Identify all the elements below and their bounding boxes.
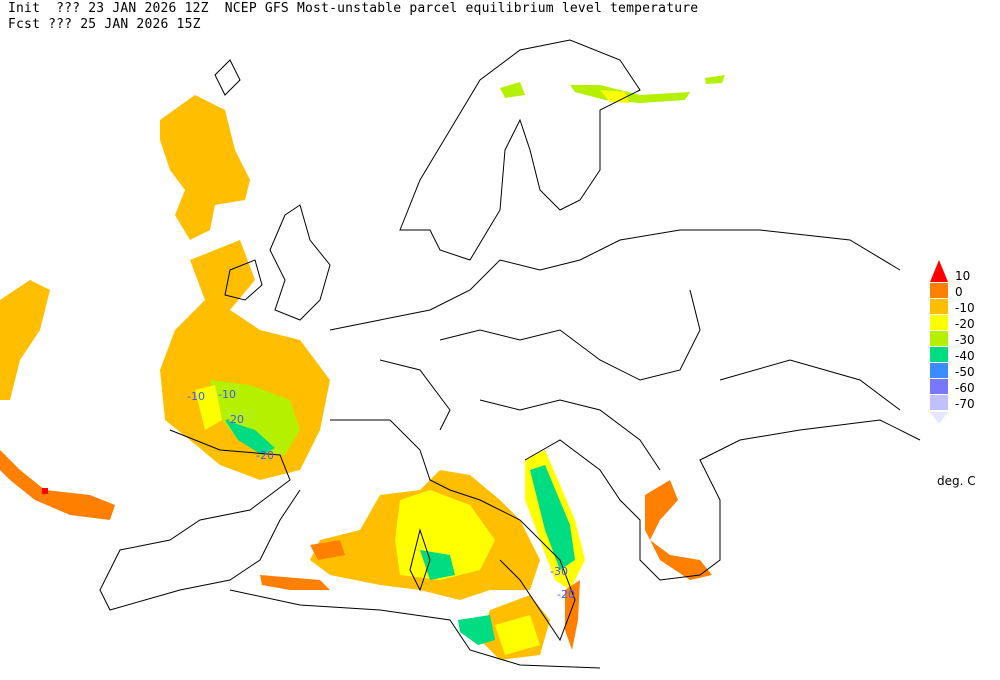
field-aegean xyxy=(645,480,712,580)
field-italy-orange xyxy=(565,580,580,650)
legend-label: -50 xyxy=(955,365,975,379)
field-med-yellow xyxy=(395,490,495,580)
legend-swatch xyxy=(930,363,948,378)
contour-label: -20 xyxy=(226,413,244,426)
legend-label: -60 xyxy=(955,381,975,395)
contour-label: -10 xyxy=(187,390,205,403)
forecast-time: Fcst ??? 25 JAN 2026 15Z xyxy=(8,17,201,32)
color-legend xyxy=(930,260,948,424)
legend-label: 10 xyxy=(955,269,971,283)
contour-label: -20 xyxy=(256,449,274,462)
legend-swatch xyxy=(930,395,948,410)
field-yellow-biscay xyxy=(195,385,222,430)
field-uk-channel xyxy=(210,380,300,455)
field-iberia-orange xyxy=(0,450,115,520)
field-atlantic-north xyxy=(160,95,250,240)
field-libya-yellow xyxy=(495,615,540,655)
legend-label: -70 xyxy=(955,397,975,411)
legend-swatch xyxy=(930,283,948,298)
legend-label: -40 xyxy=(955,349,975,363)
field-west-coast xyxy=(0,280,50,400)
legend-label: -10 xyxy=(955,301,975,315)
field-scandinavia xyxy=(500,75,725,103)
field-adriatic-green xyxy=(530,465,575,570)
legend-swatch xyxy=(930,331,948,346)
legend-swatch xyxy=(930,315,948,330)
legend-arrow-bottom xyxy=(930,412,948,424)
coastlines xyxy=(99,39,921,669)
init-time: Init ??? 23 JAN 2026 12Z NCEP GFS Most-u… xyxy=(8,1,699,16)
legend-swatch xyxy=(930,347,948,362)
legend-label: -20 xyxy=(955,317,975,331)
legend-units: deg. C xyxy=(937,474,976,488)
legend-label: -30 xyxy=(955,333,975,347)
contour-labels: -10 -10 -20 -20 -30 -20 xyxy=(187,388,575,601)
plot-title: NCEP GFS Most-unstable parcel equilibriu… xyxy=(224,1,699,16)
field-libya-green xyxy=(458,615,495,645)
contour-label: -10 xyxy=(218,388,236,401)
legend-swatch xyxy=(930,379,948,394)
field-channel-green xyxy=(225,420,275,455)
shaded-field xyxy=(0,75,725,660)
legend-label: 0 xyxy=(955,285,963,299)
field-north-africa xyxy=(260,540,345,590)
contour-label: -20 xyxy=(557,588,575,601)
legend-arrow-top xyxy=(930,260,948,282)
contour-label: -30 xyxy=(550,565,568,578)
field-scandinavia-yellow xyxy=(600,90,630,103)
legend-swatch xyxy=(930,299,948,314)
field-red-spot xyxy=(42,488,48,494)
